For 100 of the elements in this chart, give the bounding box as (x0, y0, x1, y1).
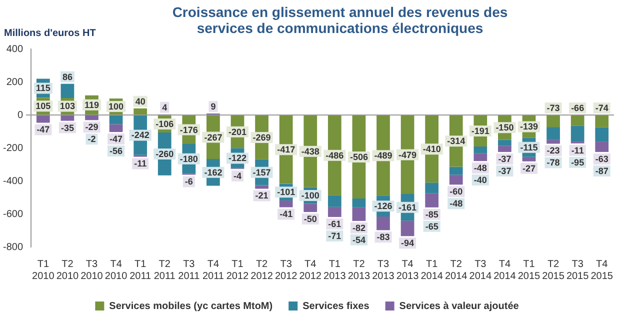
data-label: 100 (108, 101, 124, 112)
data-label: -40 (474, 175, 487, 186)
data-label: 103 (60, 101, 75, 112)
data-label: -417 (277, 144, 296, 155)
data-label: -191 (471, 126, 490, 136)
y-tick-label: -800 (3, 242, 24, 253)
legend-label: Services à valeur ajoutée (399, 300, 520, 312)
data-label: -6 (184, 176, 193, 187)
data-label: -438 (301, 146, 320, 156)
data-label: -48 (450, 198, 463, 209)
data-label: -126 (374, 201, 392, 212)
data-label: -106 (156, 118, 174, 129)
x-tick-label: T3 2013 (372, 258, 395, 282)
data-label: -11 (134, 158, 147, 169)
x-tick-label: T2 2015 (542, 258, 565, 282)
data-label: 86 (62, 72, 72, 82)
x-tick-label: T2 2014 (444, 258, 468, 282)
data-label: -162 (204, 167, 222, 178)
y-tick-label: 400 (6, 44, 24, 55)
x-tick-label: T2 2010 (56, 258, 80, 282)
data-label: -71 (328, 230, 342, 241)
data-label: -150 (496, 122, 514, 133)
data-label: -27 (522, 163, 536, 174)
x-tick-label: T4 2013 (396, 258, 420, 282)
data-label: -139 (520, 122, 538, 132)
data-label: -267 (204, 132, 222, 142)
data-label: 40 (135, 96, 146, 106)
data-label: -95 (571, 157, 584, 168)
data-label: 115 (36, 83, 50, 94)
chart-title: Croissance en glissement annuel des revenus des services de communications électroniques (171, 4, 509, 36)
y-tick-label: 200 (6, 76, 24, 88)
y-tick-label: -200 (3, 142, 24, 154)
y-tick-label: 0 (17, 110, 24, 121)
data-label: -29 (85, 122, 98, 132)
x-tick-label: T3 2011 (178, 258, 200, 282)
data-label: -242 (131, 130, 150, 140)
data-label: 4 (162, 102, 168, 112)
data-label: -4 (233, 170, 242, 181)
y-tick-label: -400 (3, 176, 24, 187)
data-label: -47 (110, 134, 123, 144)
data-label: -260 (156, 148, 174, 159)
x-tick-label: T1 2015 (518, 258, 541, 282)
data-label: -50 (304, 214, 317, 224)
data-label: -83 (376, 232, 390, 242)
data-label: -161 (398, 202, 417, 212)
data-label: -100 (301, 190, 320, 201)
data-label: -85 (425, 209, 438, 220)
data-label: -11 (571, 145, 584, 156)
data-label: -78 (546, 158, 560, 168)
data-label: -56 (110, 146, 123, 156)
data-label: -66 (571, 102, 584, 113)
data-label: -180 (180, 154, 198, 164)
x-tick-label: T4 2011 (202, 258, 224, 282)
data-label: -41 (280, 209, 293, 220)
x-tick-label: T1 2014 (420, 258, 444, 282)
x-tick-label: T4 2015 (590, 258, 614, 282)
data-label: -489 (374, 150, 392, 161)
data-label: -21 (255, 190, 268, 201)
data-label: -201 (228, 126, 246, 137)
x-tick-label: T2 2013 (348, 258, 371, 282)
data-label: -269 (252, 132, 271, 142)
data-label: -101 (277, 187, 296, 198)
x-tick-label: T1 2012 (226, 258, 250, 282)
x-tick-label: T3 2015 (566, 258, 590, 282)
data-label: -82 (352, 222, 366, 233)
x-tick-label: T4 2012 (299, 258, 322, 282)
data-label: -410 (422, 144, 441, 154)
data-label: 119 (84, 100, 100, 110)
data-label: -73 (546, 102, 560, 113)
legend-label: Services fixes (302, 300, 370, 312)
x-tick-label: T3 2010 (80, 258, 104, 282)
x-tick-label: T4 2010 (104, 258, 128, 282)
data-label: -37 (498, 166, 512, 176)
data-label: -506 (350, 152, 368, 162)
x-tick-label: T2 2012 (250, 258, 274, 282)
data-label: -60 (450, 186, 463, 197)
data-label: -486 (326, 150, 344, 160)
x-tick-label: T4 2014 (494, 258, 516, 282)
y-tick-label: -600 (3, 208, 24, 220)
data-label: -48 (474, 163, 487, 174)
data-label: -63 (595, 154, 608, 164)
x-tick-label: T1 2011 (130, 258, 152, 282)
data-label: -54 (352, 234, 366, 245)
x-tick-label: T1 2010 (32, 258, 55, 282)
data-label: -65 (425, 221, 438, 232)
data-label: 9 (210, 102, 216, 112)
data-label: -74 (595, 102, 608, 113)
y-axis-title: Millions d'euros HT (4, 28, 96, 39)
x-tick-label: T2 2011 (154, 258, 176, 282)
data-label: -37 (498, 154, 512, 164)
x-tick-label: T3 2014 (469, 258, 492, 282)
data-label: -2 (88, 134, 96, 144)
x-tick-label: T3 2012 (274, 258, 298, 282)
legend-label: Services mobiles (yc cartes MtoM) (109, 300, 273, 312)
data-label: -35 (60, 122, 74, 133)
data-label: -176 (180, 124, 198, 135)
x-tick-label: T1 2013 (324, 258, 346, 282)
data-label: -94 (401, 238, 414, 248)
data-label: -87 (595, 166, 608, 176)
data-label: -23 (546, 146, 560, 156)
